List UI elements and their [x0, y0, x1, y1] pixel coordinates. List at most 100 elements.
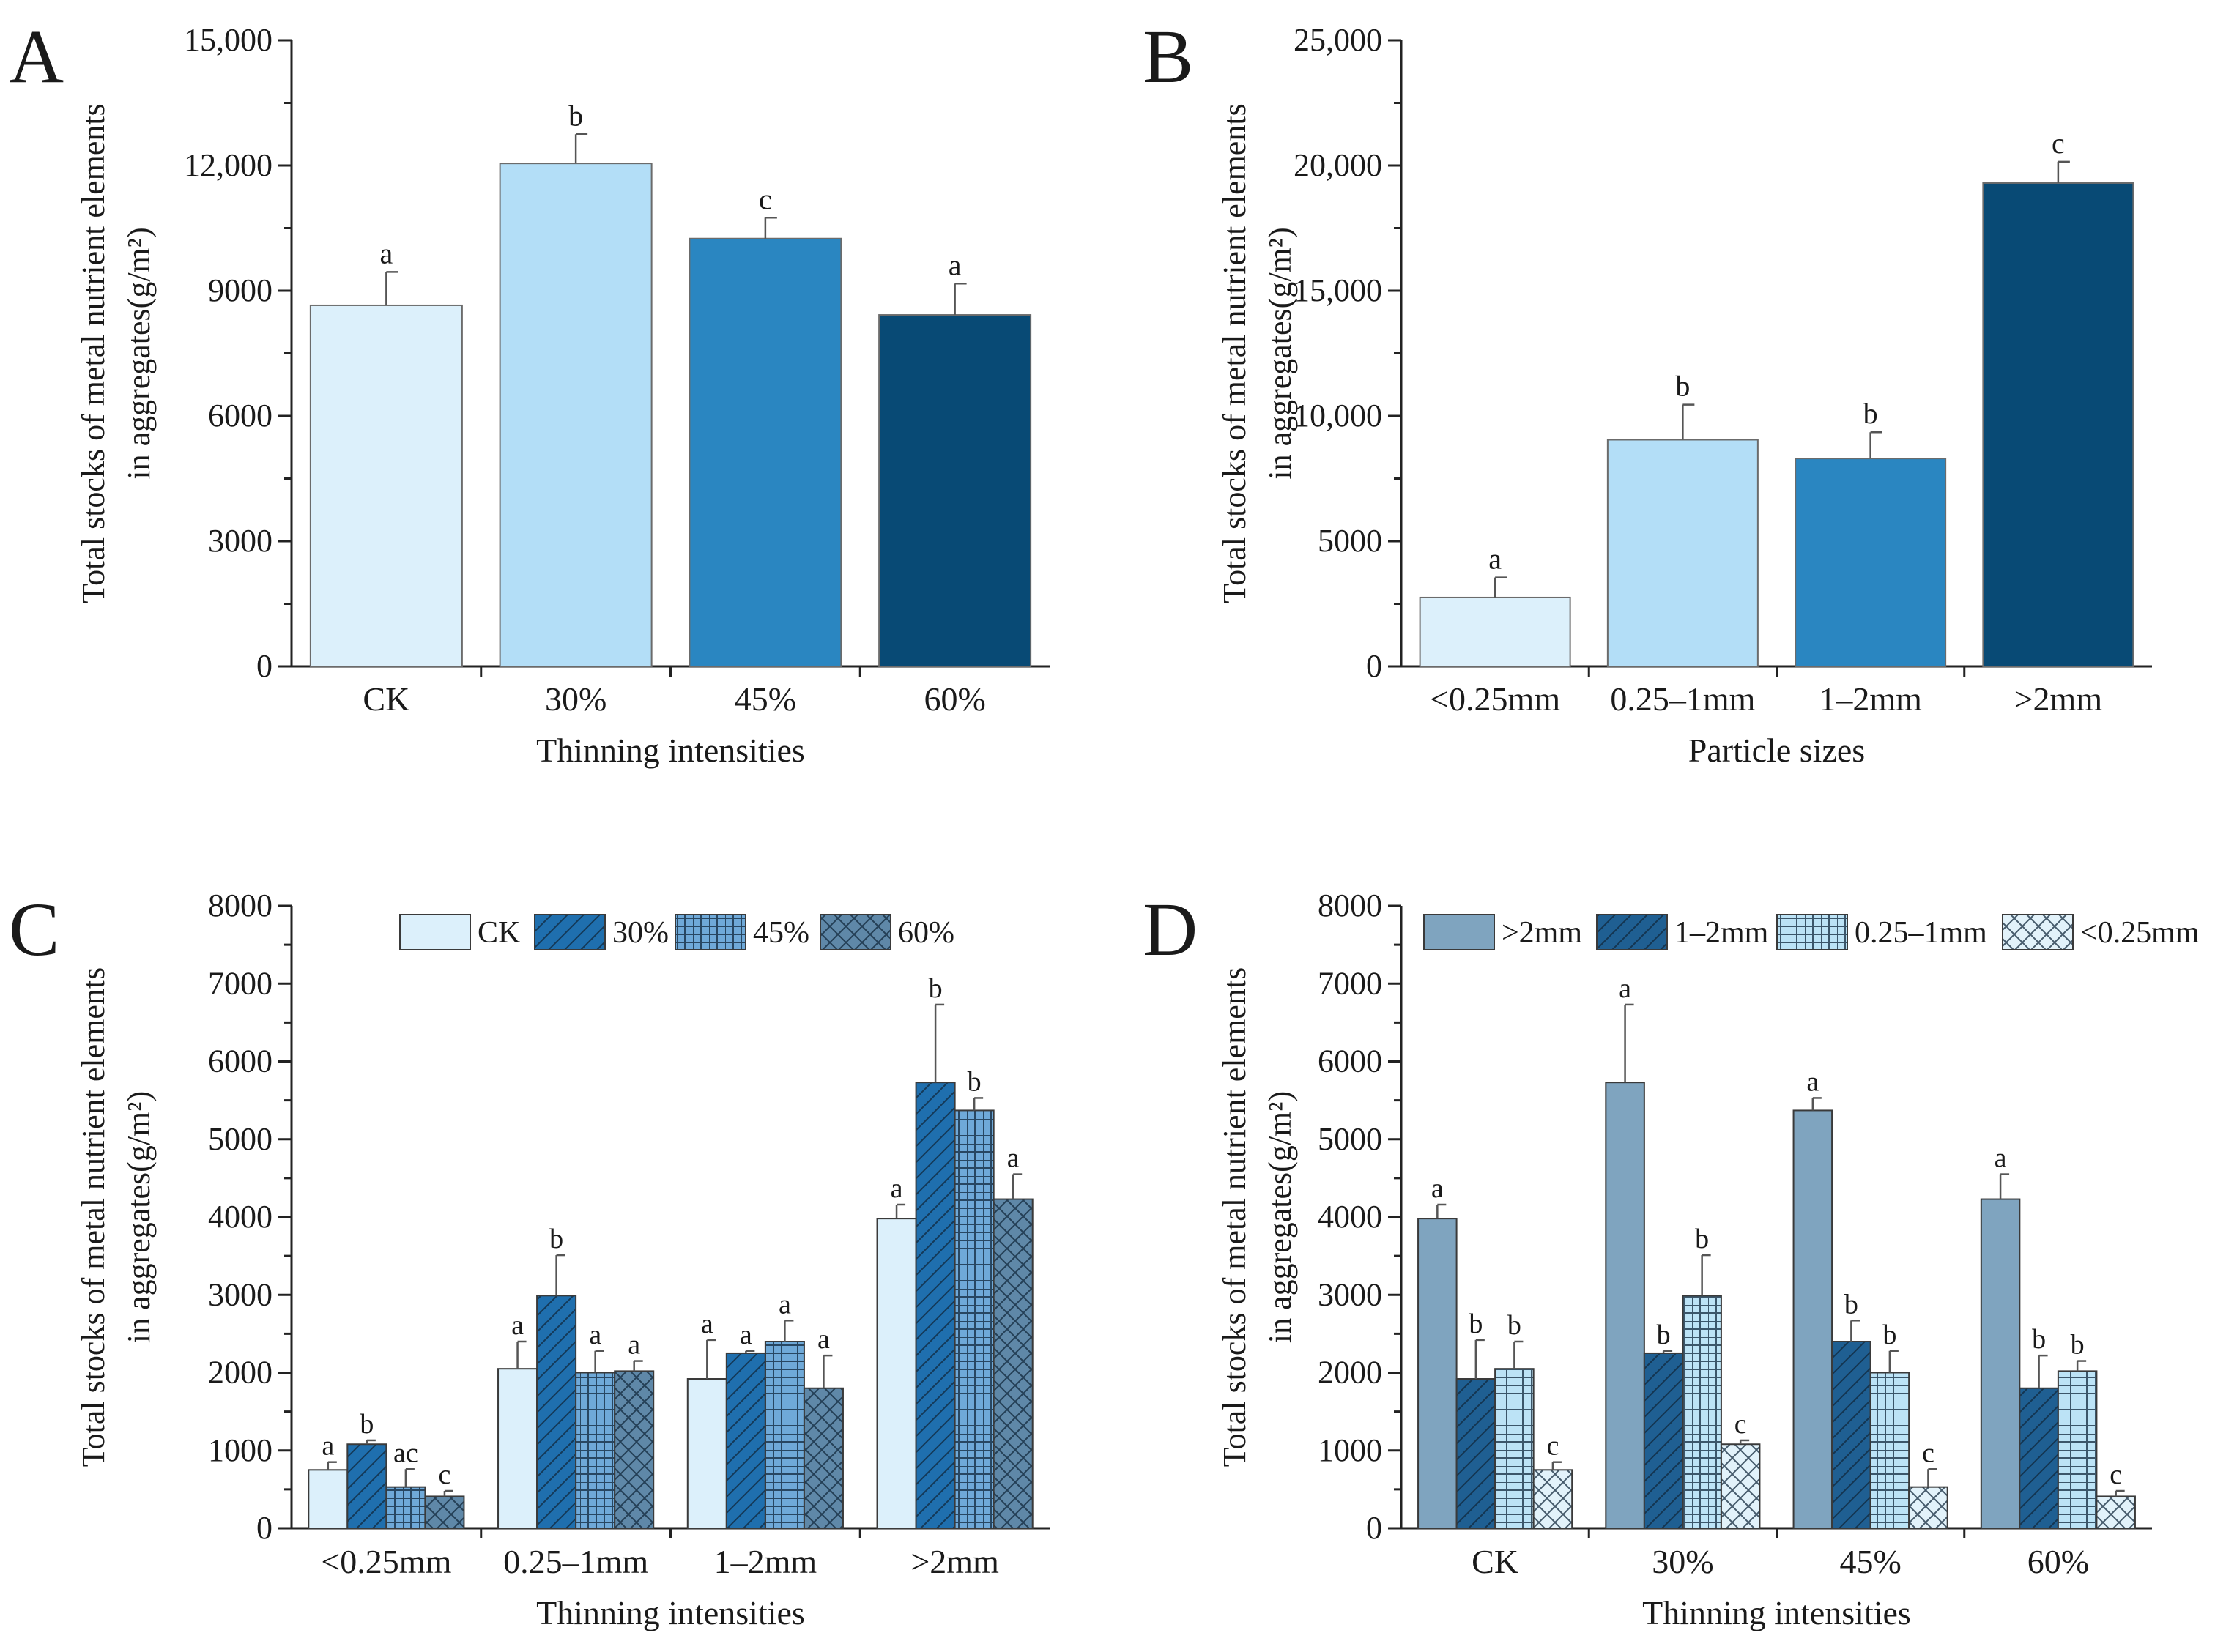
- significance-letter: b: [929, 973, 943, 1004]
- bar: [1792, 1109, 1833, 1529]
- bar: [1908, 1486, 1948, 1529]
- bar: [346, 1443, 387, 1529]
- legend-label: CK: [478, 916, 520, 950]
- y-tick-label: 1000: [1318, 1432, 1382, 1468]
- y-tick-label: 5000: [1318, 523, 1382, 559]
- y-tick-label: 6000: [208, 1043, 272, 1079]
- y-tick-label: 25,000: [1294, 22, 1382, 58]
- significance-letter: c: [439, 1459, 451, 1490]
- bar: [424, 1495, 465, 1529]
- significance-letter: a: [1806, 1066, 1819, 1097]
- bar: [308, 1469, 349, 1529]
- legend-swatch: [534, 914, 606, 950]
- bar: [1831, 1341, 1871, 1529]
- bar: [536, 1295, 577, 1529]
- bar: [803, 1387, 844, 1529]
- significance-letter: b: [968, 1066, 982, 1097]
- x-tick-label: CK: [1472, 1543, 1518, 1580]
- bar: [878, 314, 1032, 667]
- x-tick-label: 1–2mm: [714, 1543, 817, 1580]
- bar: [689, 237, 842, 667]
- y-tick-label: 3000: [208, 523, 272, 559]
- significance-letter: ac: [393, 1437, 418, 1468]
- x-tick-label: 0.25–1mm: [1610, 680, 1755, 718]
- legend-swatch: [1596, 914, 1668, 950]
- bar: [876, 1218, 917, 1529]
- y-axis-title-line-1: Total stocks of metal nutrient elements: [1217, 967, 1253, 1467]
- y-axis-title-line-2: in aggregates(g/m²): [1262, 1091, 1298, 1343]
- bar: [1720, 1443, 1761, 1529]
- significance-letter: b: [1507, 1310, 1521, 1341]
- y-tick-label: 4000: [1318, 1199, 1382, 1235]
- significance-letter: a: [817, 1324, 830, 1355]
- panel-c: C 0 1000 2000 3000 4000 5000 6000 7000 8000 Total …: [9, 888, 1050, 1631]
- bar: [1532, 1469, 1573, 1529]
- y-tick-label: 4000: [208, 1199, 272, 1235]
- x-tick-label: 0.25–1mm: [503, 1543, 648, 1580]
- bar: [1494, 1368, 1535, 1529]
- y-axis-title-line-1: Total stocks of metal nutrient elements: [1217, 103, 1253, 603]
- significance-letter: a: [779, 1289, 791, 1320]
- significance-letter: a: [1007, 1143, 1020, 1174]
- y-tick-label: 12,000: [184, 147, 272, 183]
- x-axis-title: Particle sizes: [1688, 732, 1865, 769]
- y-tick-label: 2000: [208, 1355, 272, 1391]
- x-tick-label: 30%: [545, 680, 606, 718]
- bar: [2096, 1495, 2136, 1529]
- significance-letter: a: [379, 237, 393, 269]
- bar: [686, 1378, 727, 1529]
- bar: [614, 1370, 655, 1529]
- legend-label: >2mm: [1502, 916, 1582, 950]
- y-tick-label: 0: [256, 648, 272, 684]
- bar: [915, 1082, 956, 1529]
- significance-letter: b: [1863, 397, 1878, 430]
- significance-letter: a: [1488, 543, 1502, 576]
- panel-label: B: [1143, 15, 1193, 99]
- significance-letter: a: [891, 1173, 903, 1204]
- y-tick-label: 9000: [208, 272, 272, 308]
- significance-letter: b: [1844, 1289, 1858, 1320]
- y-tick-label: 0: [1366, 648, 1382, 684]
- significance-letter: a: [1431, 1173, 1444, 1204]
- x-tick-label: 45%: [1839, 1543, 1901, 1580]
- y-tick-label: 6000: [208, 398, 272, 434]
- y-tick-label: 1000: [208, 1432, 272, 1468]
- significance-letter: c: [2052, 127, 2065, 160]
- significance-letter: c: [2110, 1459, 2122, 1490]
- significance-letter: a: [511, 1310, 524, 1341]
- legend-label: 1–2mm: [1674, 916, 1769, 950]
- bar: [1682, 1295, 1722, 1529]
- legend-swatch: [1776, 914, 1848, 950]
- bar: [764, 1341, 805, 1529]
- legend-label: 60%: [898, 916, 954, 950]
- y-axis-title-line-2: in aggregates(g/m²): [121, 1091, 157, 1343]
- y-tick-label: 15,000: [184, 22, 272, 58]
- y-tick-label: 20,000: [1294, 147, 1382, 183]
- panel-a: A 0 3000 6000 9000 12,000 15,000 Total stocks o…: [9, 15, 1050, 769]
- bar: [1869, 1372, 1910, 1529]
- panel-b: B 0 5000 10,000 15,000 20,000 25,000 Total stoc…: [1143, 15, 2152, 769]
- panel-label: D: [1143, 888, 1198, 972]
- y-tick-label: 0: [256, 1510, 272, 1546]
- significance-letter: b: [1675, 370, 1690, 403]
- y-tick-label: 8000: [208, 888, 272, 923]
- bar: [993, 1198, 1034, 1529]
- bar: [1606, 439, 1759, 667]
- significance-letter: b: [568, 99, 583, 132]
- bar: [1419, 596, 1571, 668]
- x-tick-label: 30%: [1652, 1543, 1713, 1580]
- bar: [1980, 1198, 2021, 1529]
- significance-letter: a: [949, 248, 962, 281]
- significance-letter: b: [1469, 1309, 1483, 1339]
- significance-letter: a: [589, 1320, 601, 1350]
- legend-label: 30%: [612, 916, 669, 950]
- y-axis-title-line-2: in aggregates(g/m²): [121, 227, 157, 479]
- legend-label: 45%: [753, 916, 809, 950]
- panel-label: A: [9, 15, 64, 99]
- y-tick-label: 0: [1366, 1510, 1382, 1546]
- y-tick-label: 6000: [1318, 1043, 1382, 1079]
- significance-letter: b: [360, 1409, 374, 1440]
- significance-letter: a: [701, 1309, 713, 1339]
- x-tick-label: 1–2mm: [1819, 680, 1922, 718]
